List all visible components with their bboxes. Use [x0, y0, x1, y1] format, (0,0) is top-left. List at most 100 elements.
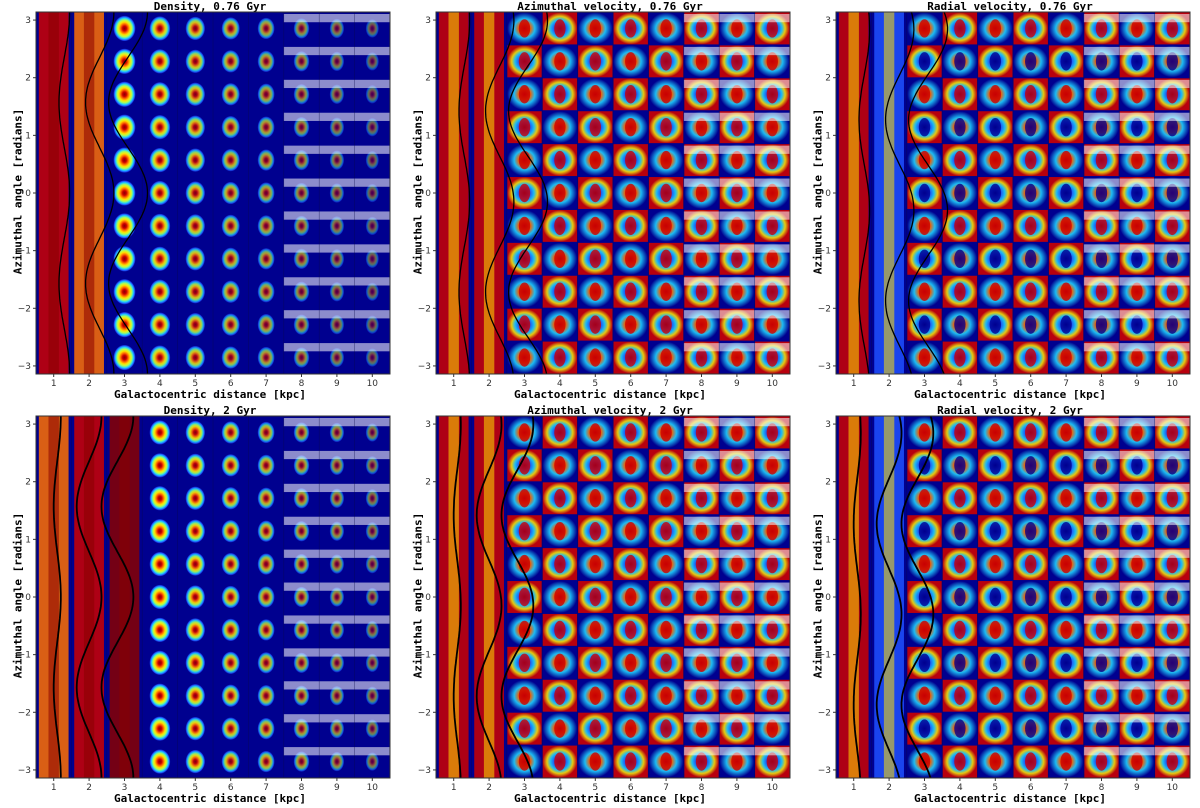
density-cell — [185, 82, 206, 107]
velocity-core — [918, 554, 931, 574]
velocity-core — [989, 85, 1001, 104]
x-tick-label: 3 — [922, 379, 928, 389]
sparse-region — [1083, 582, 1120, 591]
velocity-core — [731, 249, 743, 269]
density-cell — [293, 50, 310, 72]
velocity-core — [954, 456, 966, 475]
sparse-region — [354, 418, 390, 427]
density-cell — [185, 453, 206, 478]
velocity-core — [625, 521, 637, 541]
y-tick-label: 3 — [25, 16, 31, 26]
sparse-region — [1083, 549, 1120, 558]
density-cell — [185, 519, 206, 544]
sparse-region — [354, 277, 390, 286]
velocity-core — [625, 282, 637, 301]
density-cell — [149, 81, 171, 107]
velocity-core — [625, 52, 637, 71]
velocity-core — [989, 348, 1001, 367]
velocity-core — [766, 85, 778, 104]
velocity-core — [1060, 423, 1072, 442]
density-cell — [293, 751, 310, 772]
velocity-core — [989, 653, 1001, 673]
sparse-region — [1083, 418, 1120, 427]
density-cell — [221, 552, 240, 576]
sparse-region — [354, 714, 390, 723]
velocity-core — [989, 554, 1001, 574]
density-cell — [293, 116, 310, 138]
ring-band-core — [883, 416, 895, 778]
overlay-curve — [452, 416, 462, 778]
sparse-region — [283, 418, 320, 427]
velocity-core — [589, 521, 601, 541]
y-tick-label: −3 — [18, 362, 31, 372]
velocity-core — [518, 489, 531, 508]
density-cell — [185, 16, 206, 41]
velocity-core — [989, 752, 1001, 771]
density-cell — [149, 716, 171, 741]
velocity-core — [589, 348, 601, 367]
velocity-core — [625, 653, 637, 673]
sparse-region — [683, 549, 720, 558]
velocity-core — [1166, 85, 1178, 104]
velocity-core — [1095, 456, 1108, 475]
density-cell — [365, 653, 379, 673]
velocity-core — [1025, 52, 1037, 71]
sparse-region — [319, 582, 355, 591]
velocity-core — [1060, 489, 1072, 508]
velocity-core — [954, 249, 966, 269]
velocity-core — [660, 85, 672, 104]
density-cell — [257, 553, 275, 575]
velocity-core — [766, 150, 778, 170]
density-cell — [329, 554, 345, 574]
ring-band-core — [848, 416, 859, 778]
velocity-core — [660, 183, 672, 203]
sparse-region — [1119, 343, 1155, 352]
velocity-core — [625, 686, 637, 705]
density-cell — [365, 587, 379, 607]
velocity-core — [954, 423, 966, 442]
density-cell — [329, 18, 345, 39]
density-cell — [185, 279, 206, 304]
velocity-core — [954, 19, 966, 38]
sparse-region — [1083, 648, 1120, 657]
x-tick-label: 9 — [1134, 783, 1140, 793]
velocity-core — [554, 249, 566, 269]
velocity-core — [695, 348, 708, 367]
sparse-region — [1154, 46, 1190, 56]
density-cell — [329, 84, 345, 105]
velocity-core — [1025, 719, 1037, 738]
sparse-region — [1154, 244, 1190, 253]
sparse-region — [1083, 79, 1120, 89]
velocity-core — [625, 719, 637, 738]
velocity-core — [1025, 315, 1037, 334]
x-tick-label: 10 — [1167, 379, 1179, 389]
velocity-core — [1060, 752, 1072, 771]
velocity-core — [766, 249, 778, 269]
density-cell — [149, 650, 171, 676]
sparse-region — [683, 681, 720, 690]
velocity-core — [731, 587, 743, 607]
velocity-core — [518, 686, 531, 705]
velocity-core — [1095, 85, 1108, 104]
density-cell — [221, 750, 240, 773]
sparse-region — [683, 244, 720, 253]
sparse-region — [683, 211, 720, 220]
density-cell — [113, 15, 136, 42]
velocity-core — [589, 686, 601, 705]
sparse-region — [283, 483, 320, 493]
sparse-region — [754, 310, 790, 319]
chart-title: Density, 2 Gyr — [163, 404, 257, 417]
velocity-core — [1025, 348, 1037, 367]
velocity-core — [1060, 150, 1072, 170]
sparse-region — [683, 46, 720, 56]
sparse-region — [283, 14, 320, 23]
velocity-core — [918, 423, 931, 442]
velocity-core — [695, 282, 708, 301]
velocity-core — [554, 282, 566, 301]
density-cell — [365, 51, 379, 71]
sparse-region — [1119, 211, 1155, 220]
velocity-core — [1095, 52, 1108, 71]
velocity-core — [554, 216, 566, 236]
velocity-core — [1060, 216, 1072, 236]
velocity-core — [518, 249, 531, 269]
